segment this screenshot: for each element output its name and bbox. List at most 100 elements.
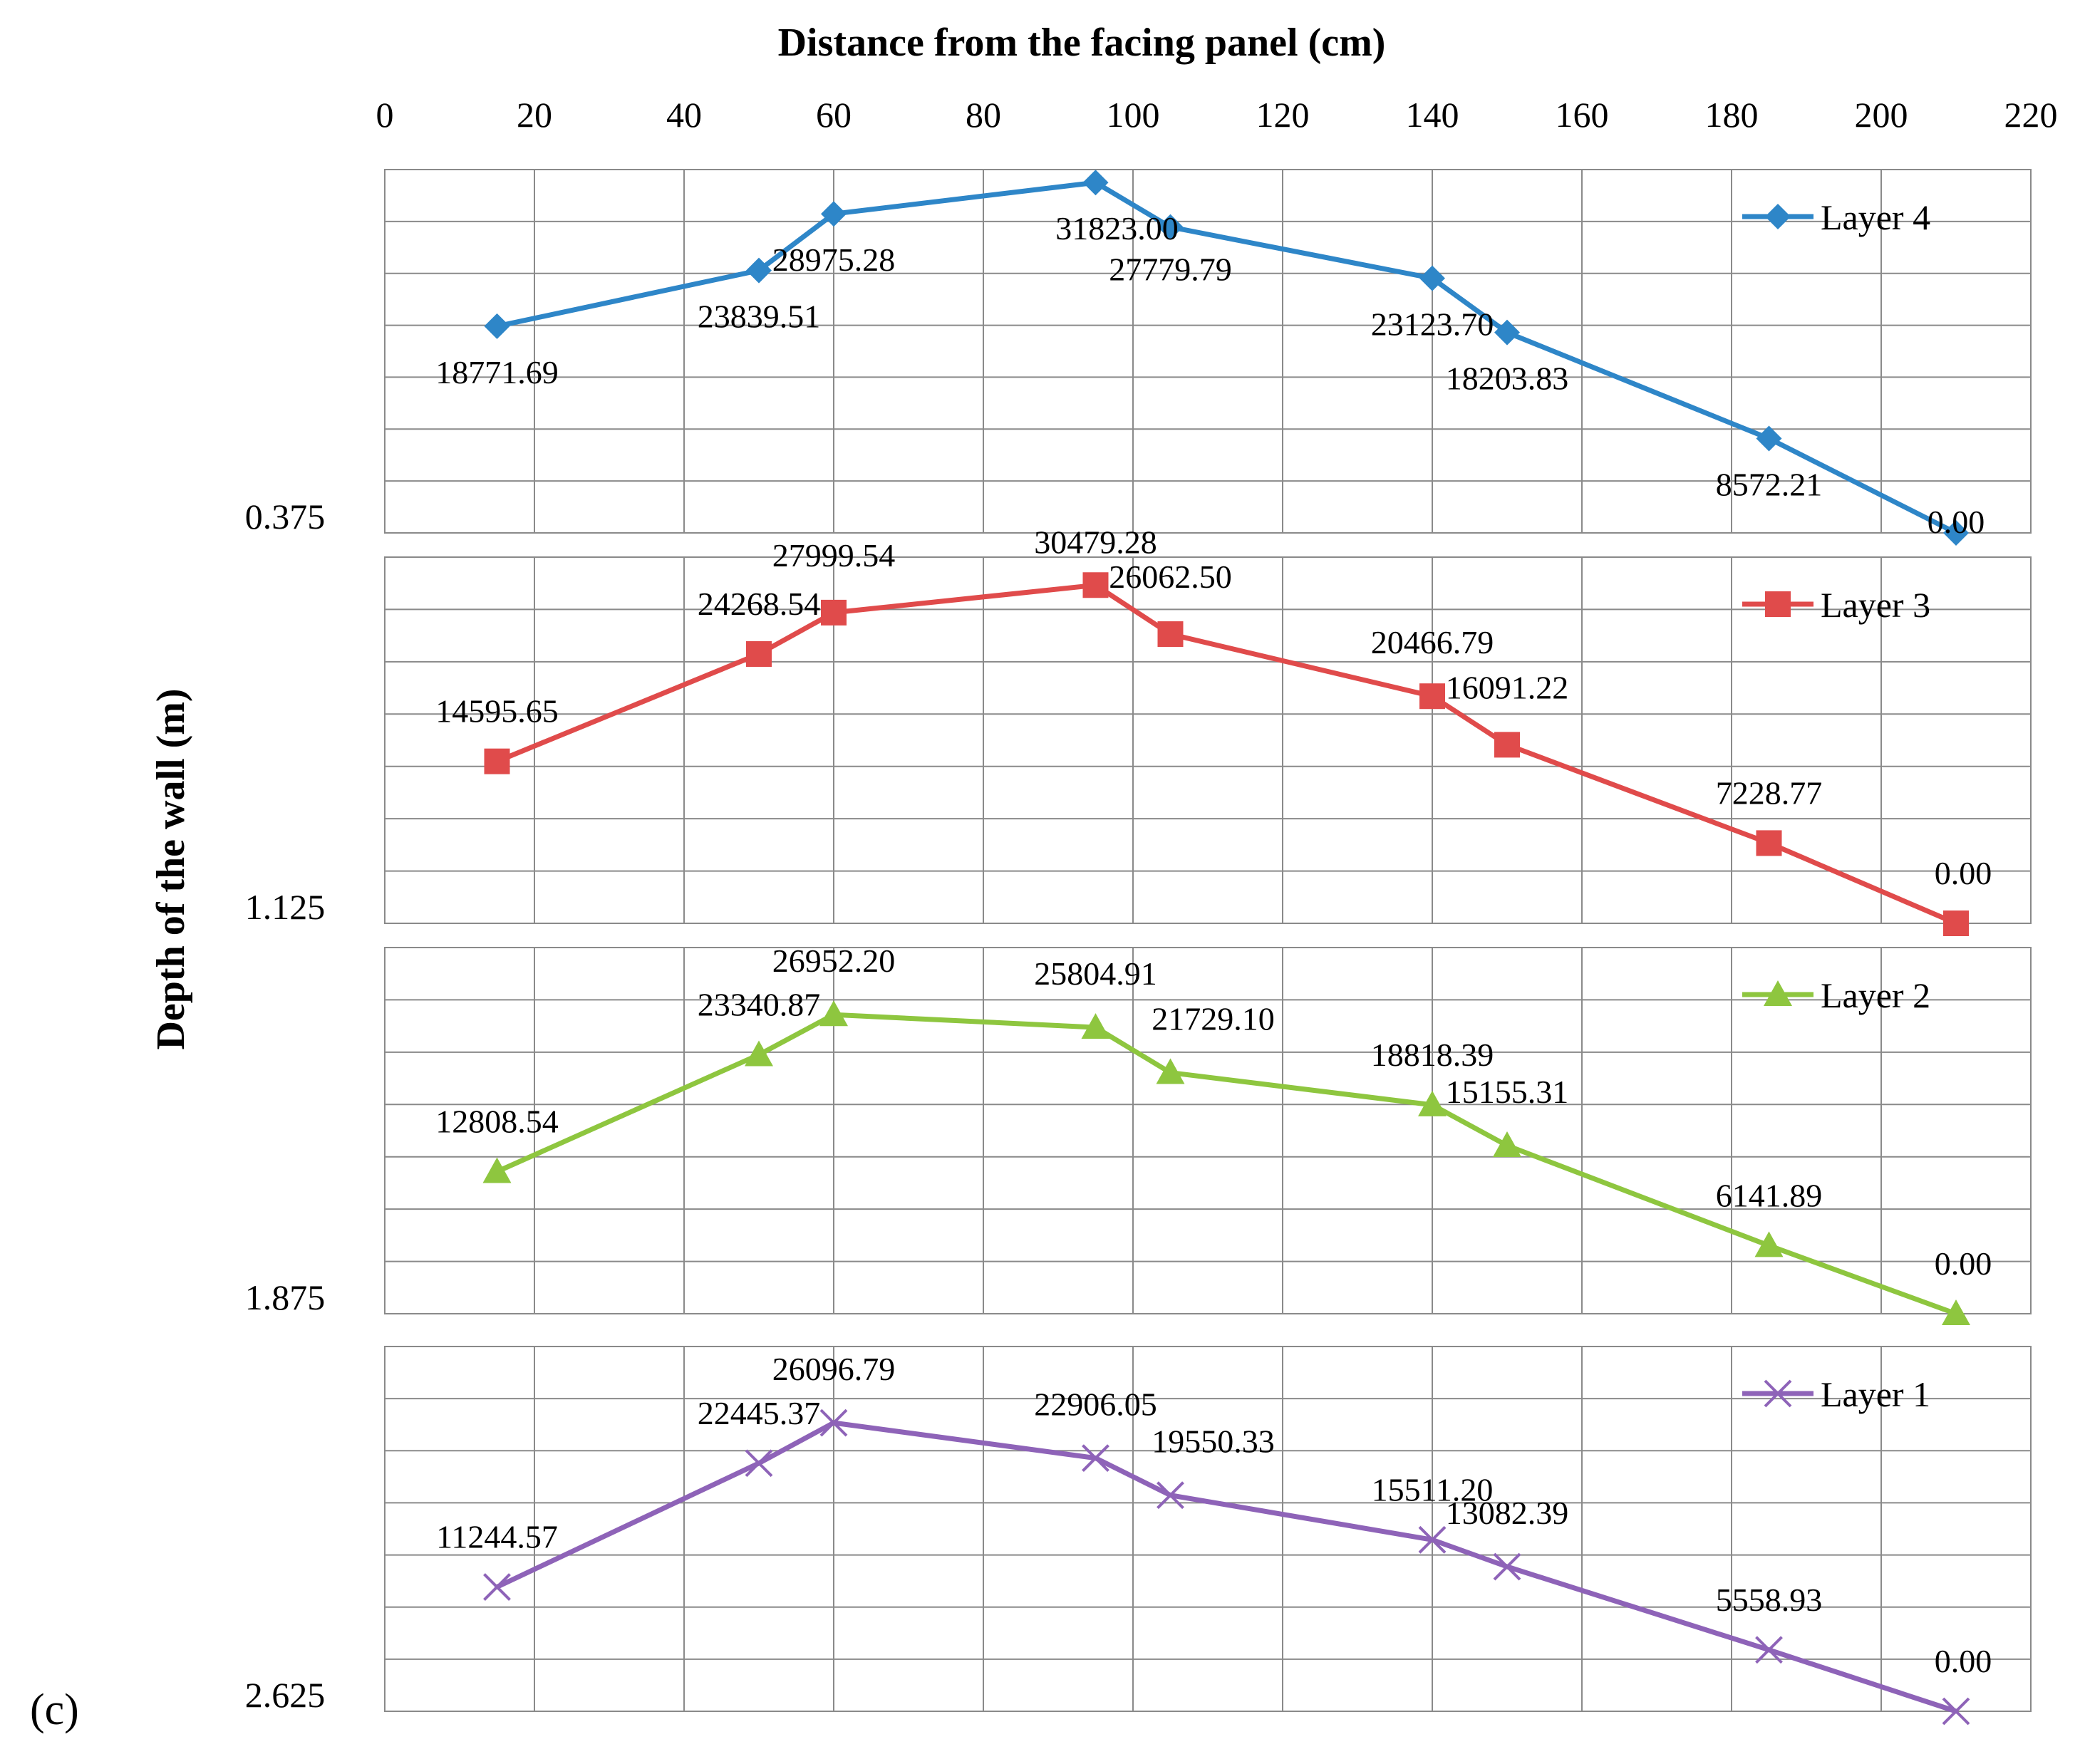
data-point-marker	[1082, 1444, 1109, 1473]
data-label: 23839.51	[698, 299, 821, 335]
data-point-marker	[1157, 1481, 1184, 1510]
depth-label: 1.125	[245, 887, 326, 927]
data-label: 27779.79	[1109, 251, 1232, 288]
data-label: 0.00	[1935, 1245, 1992, 1282]
legend-marker	[1764, 1379, 1792, 1408]
data-label: 15155.31	[1446, 1074, 1569, 1110]
data-label: 16091.22	[1446, 669, 1569, 705]
plot-frame	[384, 1346, 2032, 1712]
legend-marker	[1764, 980, 1792, 1006]
data-point-marker	[1494, 732, 1520, 758]
plot-frame	[384, 169, 2032, 534]
data-label: 26952.20	[772, 943, 896, 979]
data-label: 0.00	[1935, 1643, 1992, 1679]
data-label: 11244.57	[436, 1519, 558, 1555]
x-axis-title: Distance from the facing panel (cm)	[778, 21, 1386, 65]
x-marker-stroke	[1942, 1697, 1970, 1726]
data-point-marker	[1493, 1552, 1521, 1581]
x-tick-label: 180	[1705, 95, 1759, 135]
y-axis-title: Depth of the wall (m)	[149, 688, 193, 1049]
data-label: 26096.79	[772, 1351, 896, 1387]
series-line	[495, 1012, 1959, 1317]
panel-3: 1.875 12808.54 23340.87 26952.20 25804.91 217…	[245, 943, 2032, 1325]
x-tick-label: 40	[666, 95, 702, 135]
panel-1: 0.375 18771.69 23839.51 28975.28 31823.00 277…	[245, 169, 2032, 546]
data-point-marker	[821, 201, 847, 227]
data-label: 22906.05	[1034, 1386, 1157, 1423]
data-label: 25804.91	[1034, 955, 1157, 992]
data-point-marker	[1156, 1058, 1185, 1084]
data-point-marker	[1418, 1525, 1447, 1554]
legend-marker	[1765, 591, 1791, 617]
data-label: 7228.77	[1716, 774, 1823, 811]
data-point-marker	[1157, 621, 1184, 648]
data-point-marker	[1081, 1013, 1110, 1039]
data-point-marker	[746, 257, 772, 284]
data-point-marker	[1754, 1231, 1784, 1257]
data-label: 28975.28	[772, 242, 896, 278]
data-point-marker	[1493, 1131, 1521, 1157]
data-label: 24268.54	[698, 586, 821, 622]
x-tick-label: 80	[966, 95, 1001, 135]
x-marker-stroke	[1764, 1379, 1792, 1408]
data-label: 8572.21	[1716, 467, 1823, 503]
data-label: 18818.39	[1371, 1037, 1494, 1073]
depth-label: 1.875	[245, 1277, 326, 1317]
data-label: 5558.93	[1716, 1582, 1823, 1618]
data-label: 18771.69	[435, 354, 559, 390]
plot-frame	[384, 556, 2032, 924]
data-label: 14595.65	[435, 693, 559, 730]
data-point-marker	[821, 599, 847, 626]
data-label: 19550.33	[1152, 1423, 1275, 1460]
data-point-marker	[484, 313, 510, 339]
panels-group: 0.375 18771.69 23839.51 28975.28 31823.00 277…	[245, 169, 2032, 1726]
x-tick-label: 140	[1406, 95, 1459, 135]
data-label: 26062.50	[1109, 559, 1232, 595]
axes-group: Distance from the facing panel (cm) 0 20 40…	[30, 21, 2058, 1734]
legend-label: Layer 1	[1821, 1374, 1930, 1414]
data-point-marker	[1494, 319, 1520, 346]
data-label: 18203.83	[1446, 360, 1569, 397]
x-tick-label: 200	[1855, 95, 1908, 135]
data-point-marker	[1755, 1636, 1783, 1664]
x-tick-label: 0	[376, 95, 394, 135]
data-point-marker	[1943, 910, 1969, 936]
x-marker-stroke	[1755, 1636, 1783, 1664]
x-tick-label: 160	[1556, 95, 1609, 135]
x-tick-label: 20	[517, 95, 552, 135]
data-point-marker	[1943, 520, 1969, 546]
legend-label: Layer 3	[1821, 585, 1930, 625]
data-point-marker	[1419, 683, 1445, 710]
data-point-marker	[1942, 1697, 1970, 1726]
data-label: 31823.00	[1055, 210, 1179, 247]
panel-4: 2.625 11244.57 22445.37 26096.79 22906.05195…	[245, 1346, 2032, 1726]
data-label: 6141.89	[1716, 1177, 1823, 1213]
data-label: 20466.79	[1371, 624, 1494, 660]
x-marker-stroke	[819, 1408, 848, 1437]
data-point-marker	[1419, 265, 1445, 291]
data-point-marker	[484, 748, 510, 774]
data-label: 13082.39	[1446, 1495, 1569, 1531]
series-line	[495, 582, 1959, 926]
data-point-marker	[1418, 1090, 1447, 1116]
legend-label: Layer 2	[1821, 975, 1930, 1015]
data-label: 30479.28	[1034, 524, 1157, 560]
data-point-marker	[819, 1000, 848, 1027]
data-label: 12808.54	[435, 1103, 559, 1139]
data-point-marker	[1082, 572, 1109, 598]
data-point-marker	[745, 1040, 773, 1067]
x-tick-label: 60	[816, 95, 852, 135]
panel-corner-label: (c)	[30, 1686, 79, 1734]
legend-marker	[1765, 204, 1791, 229]
panel-2: 1.125 14595.65 24268.54 27999.54 30479.28260…	[245, 524, 2032, 936]
data-point-marker	[483, 1573, 511, 1601]
x-marker-stroke	[1157, 1481, 1184, 1510]
x-tick-label: 220	[2004, 95, 2058, 135]
data-point-marker	[1756, 830, 1782, 856]
data-point-marker	[1157, 214, 1184, 240]
data-point-marker	[746, 640, 772, 667]
data-label: 15511.20	[1372, 1471, 1494, 1508]
x-marker-stroke	[1082, 1444, 1109, 1473]
data-label: 21729.10	[1152, 1001, 1275, 1037]
